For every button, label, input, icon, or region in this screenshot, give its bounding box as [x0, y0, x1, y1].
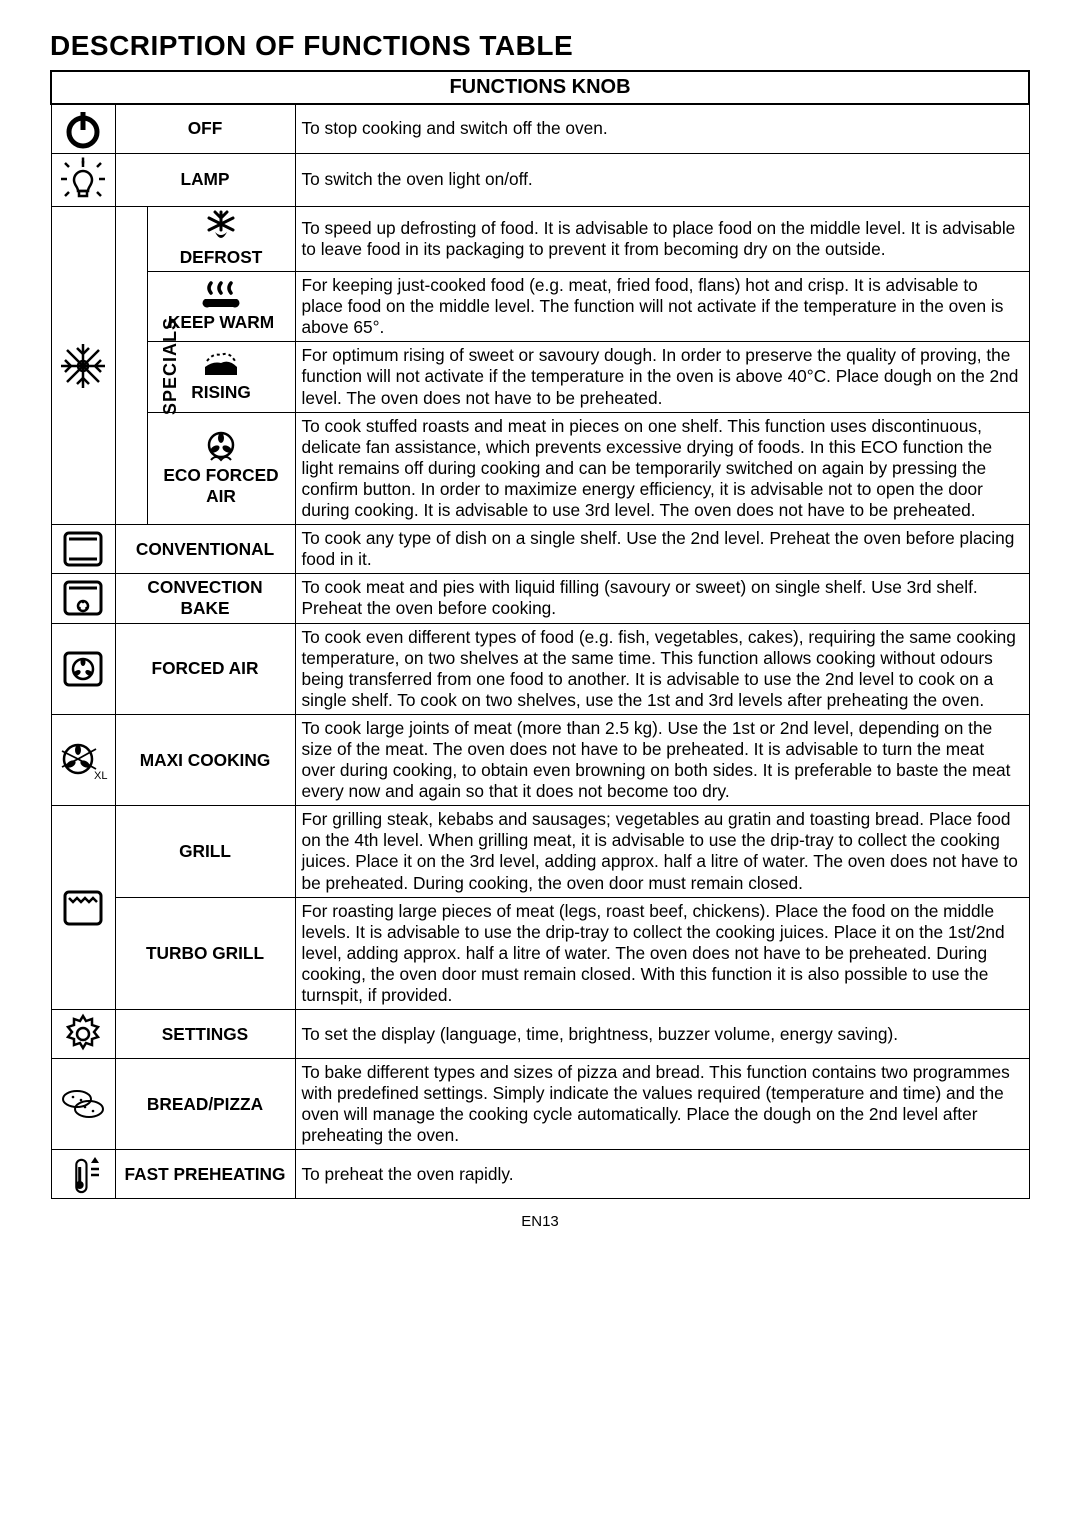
page-footer: EN13	[50, 1213, 1030, 1230]
settings-desc: To set the display (language, time, brig…	[295, 1010, 1029, 1059]
row-lamp: LAMP To switch the oven light on/off.	[51, 154, 1029, 207]
forcedair-desc: To cook even different types of food (e.…	[295, 623, 1029, 714]
off-icon	[51, 104, 115, 154]
svg-text:XL: XL	[94, 770, 107, 781]
turbogrill-desc: For roasting large pieces of meat (legs,…	[295, 897, 1029, 1009]
specials-label-cell: SPECIALS	[115, 207, 147, 525]
convbake-desc: To cook meat and pies with liquid fillin…	[295, 574, 1029, 623]
defrost-name-cell: DEFROST	[147, 207, 295, 272]
maxi-icon: XL	[51, 714, 115, 805]
conventional-desc: To cook any type of dish on a single she…	[295, 525, 1029, 574]
grill-desc: For grilling steak, kebabs and sausages;…	[295, 806, 1029, 897]
rising-icon	[199, 351, 243, 381]
settings-name: SETTINGS	[115, 1010, 295, 1059]
turbogrill-name: TURBO GRILL	[115, 897, 295, 1009]
ecoforced-icon	[201, 430, 241, 464]
row-forcedair: FORCED AIR To cook even different types …	[51, 623, 1029, 714]
row-off: OFF To stop cooking and switch off the o…	[51, 104, 1029, 154]
lamp-name: LAMP	[115, 154, 295, 207]
row-conventional: CONVENTIONAL To cook any type of dish on…	[51, 525, 1029, 574]
ecoforced-name-cell: ECO FORCED AIR	[147, 412, 295, 524]
convbake-icon	[51, 574, 115, 623]
conventional-name: CONVENTIONAL	[115, 525, 295, 574]
fastpre-name: FAST PREHEATING	[115, 1150, 295, 1199]
functions-knob-header: FUNCTIONS KNOB	[51, 71, 1029, 104]
row-maxi: XL MAXI COOKING To cook large joints of …	[51, 714, 1029, 805]
breadpizza-name: BREAD/PIZZA	[115, 1059, 295, 1150]
row-convbake: CONVECTION BAKE To cook meat and pies wi…	[51, 574, 1029, 623]
settings-icon	[51, 1010, 115, 1059]
off-desc: To stop cooking and switch off the oven.	[295, 104, 1029, 154]
page-title: DESCRIPTION OF FUNCTIONS TABLE	[50, 30, 1030, 62]
grill-name: GRILL	[115, 806, 295, 897]
row-defrost: SPECIALS DEFROST To speed up defrosting …	[51, 207, 1029, 272]
defrost-name: DEFROST	[154, 247, 289, 268]
rising-desc: For optimum rising of sweet or savoury d…	[295, 342, 1029, 412]
breadpizza-icon	[51, 1059, 115, 1150]
grill-icon	[51, 806, 115, 1010]
table-header-row: FUNCTIONS KNOB	[51, 71, 1029, 104]
breadpizza-desc: To bake different types and sizes of piz…	[295, 1059, 1029, 1150]
functions-table: FUNCTIONS KNOB OFF To stop cooking and s…	[50, 70, 1030, 1199]
fastpre-icon	[51, 1150, 115, 1199]
row-breadpizza: BREAD/PIZZA To bake different types and …	[51, 1059, 1029, 1150]
row-rising: RISING For optimum rising of sweet or sa…	[51, 342, 1029, 412]
ecoforced-desc: To cook stuffed roasts and meat in piece…	[295, 412, 1029, 524]
keepwarm-icon	[199, 281, 243, 311]
row-turbogrill: TURBO GRILL For roasting large pieces of…	[51, 897, 1029, 1009]
specials-icon	[51, 207, 115, 525]
forcedair-icon	[51, 623, 115, 714]
keepwarm-desc: For keeping just-cooked food (e.g. meat,…	[295, 272, 1029, 342]
maxi-desc: To cook large joints of meat (more than …	[295, 714, 1029, 805]
row-fastpre: FAST PREHEATING To preheat the oven rapi…	[51, 1150, 1029, 1199]
conventional-icon	[51, 525, 115, 574]
row-ecoforced: ECO FORCED AIR To cook stuffed roasts an…	[51, 412, 1029, 524]
fastpre-desc: To preheat the oven rapidly.	[295, 1150, 1029, 1199]
defrost-desc: To speed up defrosting of food. It is ad…	[295, 207, 1029, 272]
off-name: OFF	[115, 104, 295, 154]
convbake-name: CONVECTION BAKE	[115, 574, 295, 623]
row-grill: GRILL For grilling steak, kebabs and sau…	[51, 806, 1029, 897]
ecoforced-name: ECO FORCED AIR	[154, 465, 289, 507]
row-keepwarm: KEEP WARM For keeping just-cooked food (…	[51, 272, 1029, 342]
maxi-name: MAXI COOKING	[115, 714, 295, 805]
lamp-desc: To switch the oven light on/off.	[295, 154, 1029, 207]
row-settings: SETTINGS To set the display (language, t…	[51, 1010, 1029, 1059]
defrost-icon	[201, 210, 241, 246]
forcedair-name: FORCED AIR	[115, 623, 295, 714]
lamp-icon	[51, 154, 115, 207]
specials-label: SPECIALS	[160, 317, 182, 415]
